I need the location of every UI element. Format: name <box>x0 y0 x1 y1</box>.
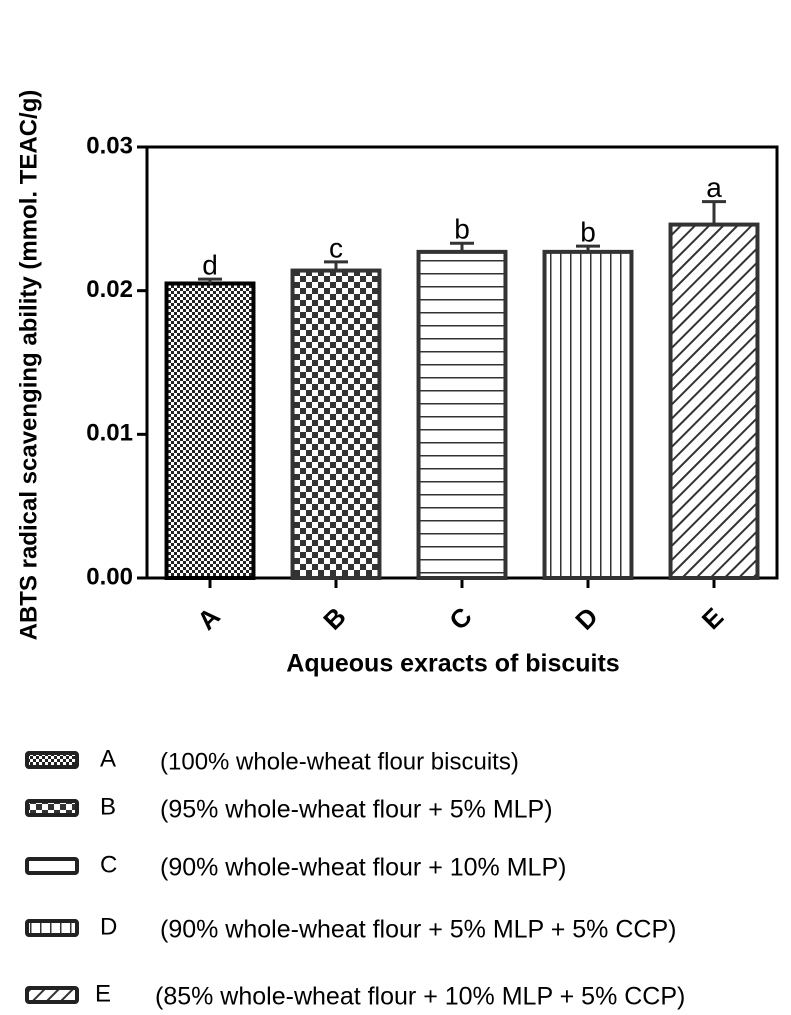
y-tick-label: 0.00 <box>86 563 133 590</box>
legend-label: D <box>100 913 117 940</box>
y-tick-label: 0.03 <box>86 132 133 159</box>
bar <box>542 249 634 580</box>
legend-text: (90% whole-wheat flour + 5% MLP + 5% CCP… <box>160 916 676 944</box>
bar <box>164 281 256 580</box>
x-tick-label: C <box>443 601 478 636</box>
legend-label: C <box>100 851 117 878</box>
y-axis-label: ABTS radical scavenging ability (mmol. T… <box>15 90 42 641</box>
legend-text: (95% whole-wheat flour + 5% MLP) <box>160 796 553 824</box>
legend-swatch <box>25 799 79 817</box>
legend-swatch <box>25 751 79 769</box>
x-axis-label: Aqueous exracts of biscuits <box>286 650 619 678</box>
legend-swatch <box>25 857 79 875</box>
legend-label: A <box>100 745 116 772</box>
y-tick-label: 0.01 <box>86 420 133 447</box>
legend-label: E <box>95 980 111 1007</box>
x-tick-label: B <box>317 601 351 635</box>
x-tick-label: A <box>191 601 226 636</box>
legend-text: (100% whole-wheat flour biscuits) <box>160 748 519 775</box>
significance-letter: b <box>580 217 596 248</box>
bar <box>290 268 382 580</box>
significance-letter: b <box>454 214 470 245</box>
legend-text: (90% whole-wheat flour + 10% MLP) <box>160 854 566 882</box>
x-tick-label: E <box>696 602 729 635</box>
legend-swatch <box>25 986 79 1004</box>
significance-letter: a <box>706 172 722 203</box>
legend-swatch <box>25 919 79 937</box>
significance-letter: d <box>202 250 218 281</box>
legend-text: (85% whole-wheat flour + 10% MLP + 5% CC… <box>155 983 685 1010</box>
bar <box>668 222 760 581</box>
bar <box>416 249 508 580</box>
significance-letter: c <box>329 232 343 263</box>
y-tick-label: 0.02 <box>86 276 133 303</box>
legend-label: B <box>100 793 116 820</box>
x-tick-label: D <box>569 601 603 635</box>
